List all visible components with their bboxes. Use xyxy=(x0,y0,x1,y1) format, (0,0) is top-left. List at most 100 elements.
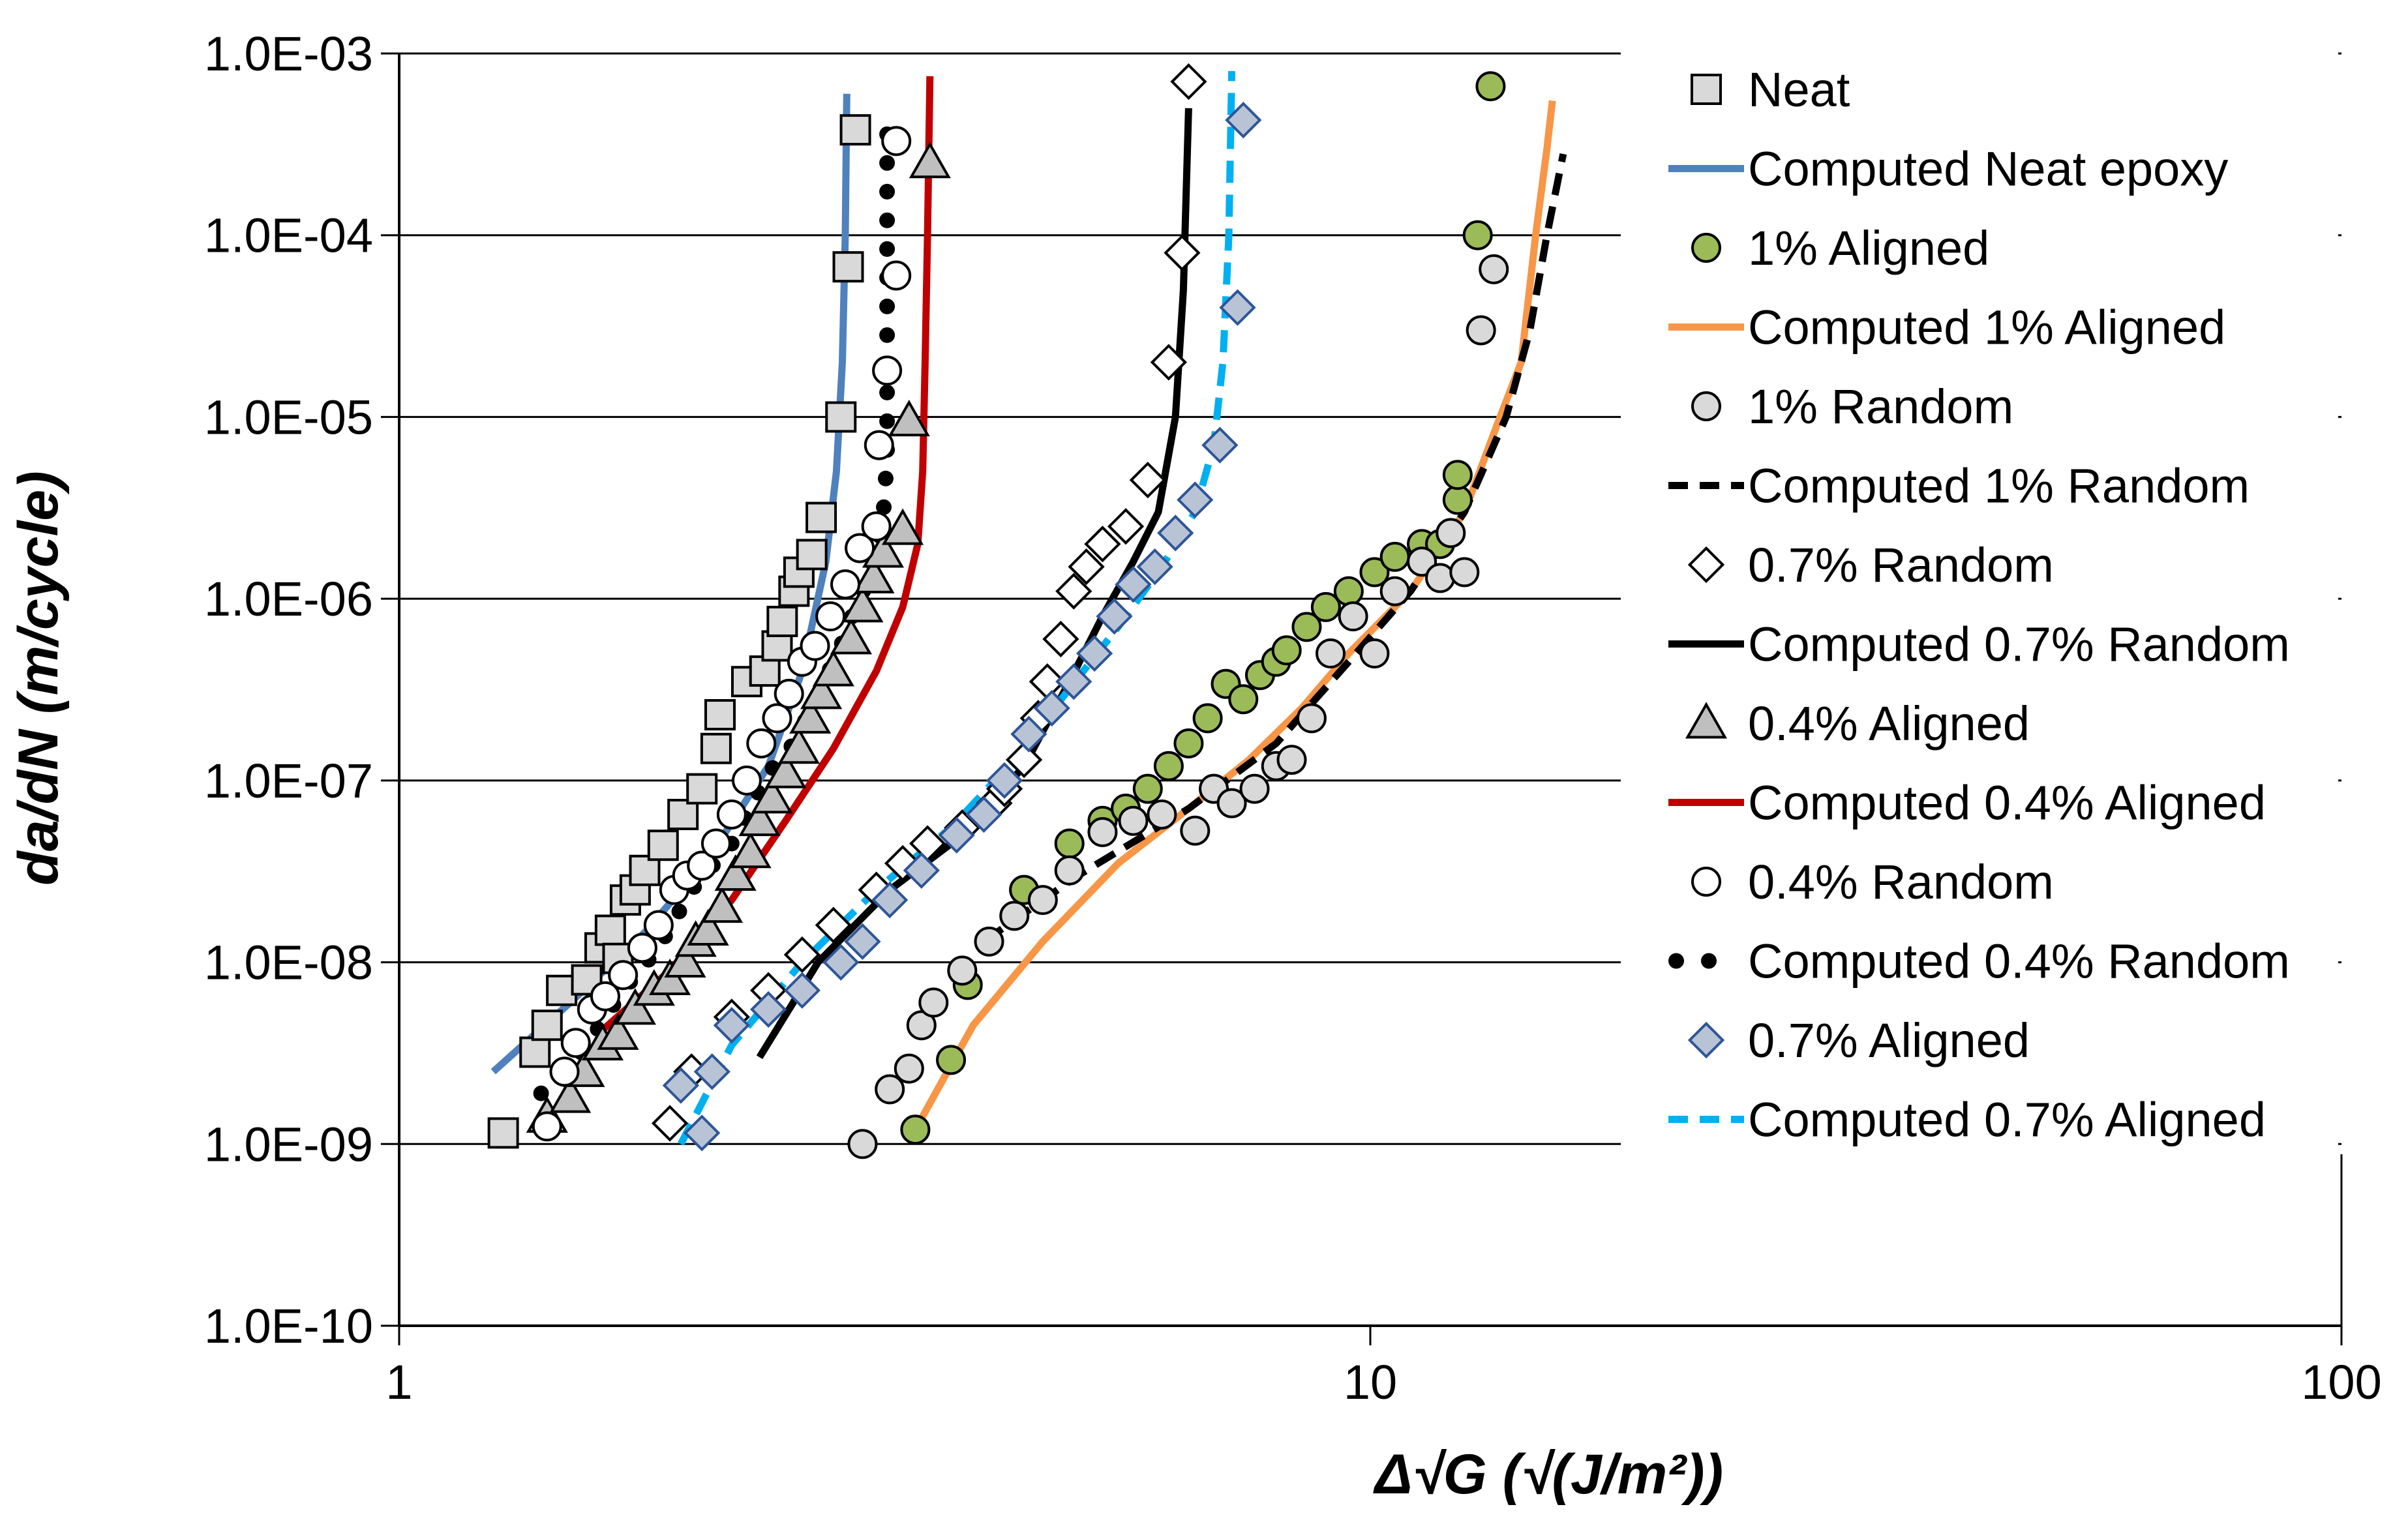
data-point xyxy=(667,799,699,831)
series-2 xyxy=(900,71,1506,1145)
legend-background xyxy=(1621,46,2338,1154)
legend-swatch xyxy=(1691,233,1721,263)
data-point xyxy=(986,762,1023,799)
data-point xyxy=(687,908,729,946)
grid-lines xyxy=(399,52,2341,1145)
data-point xyxy=(965,796,1002,833)
data-point xyxy=(1379,576,1410,606)
legend-item: Neat xyxy=(1691,63,1850,117)
legend-label: 0.7% Random xyxy=(1748,538,2054,592)
data-point xyxy=(1442,485,1473,515)
data-point xyxy=(839,114,871,146)
data-point xyxy=(1054,855,1085,886)
x-axis-title: Δ√G (√(J/m²)) xyxy=(1373,1443,1723,1506)
data-point xyxy=(847,1129,878,1159)
data-point xyxy=(714,854,757,891)
data-point xyxy=(571,964,603,996)
data-point xyxy=(686,773,718,805)
tick-labels: 1.0E-10 1.0E-09 1.0E-08 1.0E-07 1.0E-06 1.0E-… xyxy=(204,27,2382,1409)
legend-swatch xyxy=(1687,546,1725,584)
data-point xyxy=(627,933,657,963)
series-line xyxy=(912,100,1556,1131)
data-point xyxy=(800,672,843,710)
data-point xyxy=(1107,508,1145,545)
data-point xyxy=(974,926,1004,957)
data-point xyxy=(549,1056,580,1087)
data-point xyxy=(841,586,884,623)
data-point xyxy=(777,727,820,764)
series-13 xyxy=(678,70,1236,1146)
data-point xyxy=(1291,612,1322,642)
data-point xyxy=(881,260,912,291)
legend-swatch xyxy=(1687,1021,1725,1059)
data-point xyxy=(1055,573,1092,610)
legend-item: Computed 0.4% Aligned xyxy=(1668,776,2266,830)
data-point xyxy=(1087,817,1118,848)
data-point xyxy=(789,696,832,734)
data-point xyxy=(750,991,787,1028)
data-point xyxy=(664,940,706,978)
data-point xyxy=(614,988,656,1025)
legend-label: Neat xyxy=(1748,63,1850,117)
x-tick-label: 1 xyxy=(385,1355,412,1409)
data-point xyxy=(1338,601,1368,632)
data-point xyxy=(1239,773,1270,804)
data-point xyxy=(1192,703,1223,734)
data-point xyxy=(1466,315,1496,346)
data-point xyxy=(1115,565,1152,603)
series-4 xyxy=(847,254,1509,1159)
data-point xyxy=(1379,541,1410,572)
legend-item: Computed 1% Random xyxy=(1668,459,2250,513)
data-point xyxy=(1096,598,1133,635)
data-point xyxy=(888,400,930,437)
data-point xyxy=(1462,220,1493,250)
data-point xyxy=(1147,799,1177,830)
data-point xyxy=(822,944,860,981)
data-point xyxy=(1153,751,1184,781)
data-point xyxy=(1436,518,1466,548)
data-point xyxy=(1010,715,1047,753)
legend-label: Computed 0.7% Aligned xyxy=(1748,1093,2266,1147)
data-point xyxy=(487,1117,519,1149)
data-point xyxy=(1068,548,1105,586)
data-point xyxy=(716,799,747,830)
data-point xyxy=(1132,773,1163,804)
data-point xyxy=(783,936,821,974)
legend-label: Computed 0.4% Aligned xyxy=(1748,776,2266,830)
y-tick-label: 1.0E-06 xyxy=(204,572,373,626)
data-point xyxy=(1005,741,1043,779)
y-tick-label: 1.0E-08 xyxy=(204,936,373,990)
y-tick-label: 1.0E-04 xyxy=(204,209,373,263)
data-point xyxy=(845,533,875,563)
data-point xyxy=(1054,828,1085,859)
data-point xyxy=(1201,426,1239,464)
legend-item: 1% Random xyxy=(1691,380,2013,434)
legend-label: Computed Neat epoxy xyxy=(1748,142,2228,196)
data-point xyxy=(872,355,903,386)
data-point xyxy=(805,501,837,533)
data-point xyxy=(783,972,821,1009)
data-point xyxy=(704,699,736,731)
legend-swatch xyxy=(1691,867,1721,897)
data-point xyxy=(900,1114,931,1145)
y-tick-label: 1.0E-09 xyxy=(204,1117,373,1171)
data-point xyxy=(1333,576,1364,606)
data-point xyxy=(549,1076,592,1113)
data-point xyxy=(1479,254,1509,284)
data-point xyxy=(662,1067,699,1104)
data-point xyxy=(882,508,924,545)
data-point xyxy=(1475,71,1506,102)
data-point xyxy=(1442,460,1473,490)
data-point xyxy=(875,1074,905,1105)
data-point xyxy=(764,751,807,788)
data-point xyxy=(729,831,772,869)
series-0 xyxy=(487,114,871,1149)
series-10 xyxy=(532,126,912,1142)
data-point xyxy=(762,703,792,734)
legend-label: 0.7% Aligned xyxy=(1748,1013,2030,1068)
data-point xyxy=(815,601,846,632)
data-point xyxy=(812,650,854,687)
data-point xyxy=(684,1114,721,1152)
series-5 xyxy=(982,153,1567,945)
data-point xyxy=(532,1111,562,1142)
